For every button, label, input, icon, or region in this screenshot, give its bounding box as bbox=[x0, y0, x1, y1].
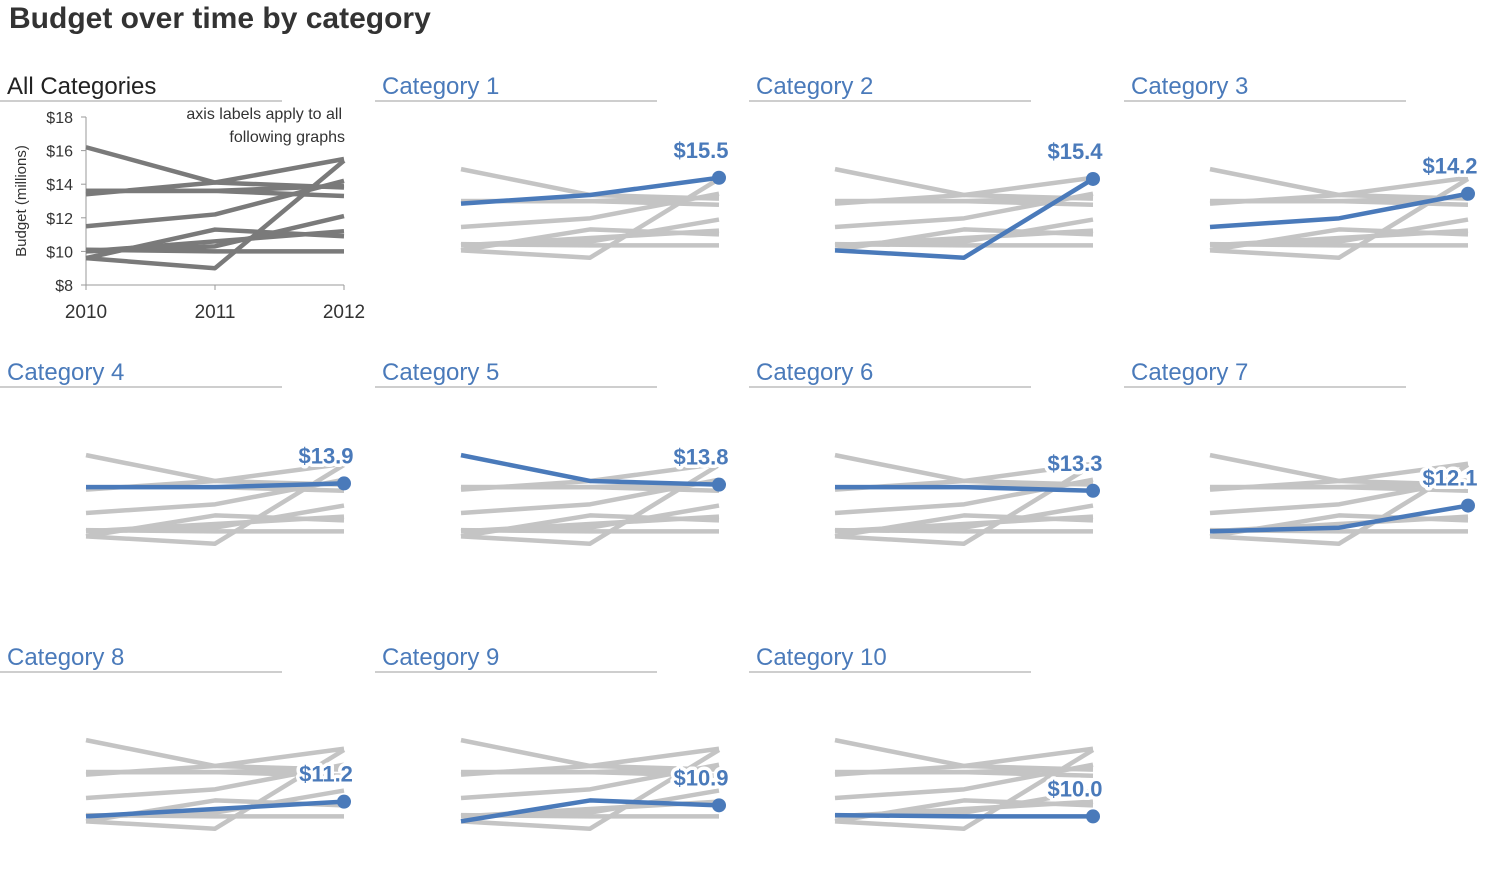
panel-title: Category 1 bbox=[382, 73, 499, 100]
context-series-line bbox=[460, 737, 720, 772]
context-series-line bbox=[460, 241, 719, 248]
y-tick-label: $16 bbox=[46, 144, 73, 161]
overview-title: All Categories bbox=[7, 73, 156, 100]
endpoint-value-label: $14.2 bbox=[1422, 154, 1477, 179]
overview-series-line bbox=[85, 227, 345, 261]
endpoint-marker bbox=[1461, 498, 1475, 513]
panel-title: Category 8 bbox=[7, 644, 124, 671]
category-panel: Category 9 $10.9 bbox=[375, 644, 732, 831]
endpoint-marker bbox=[337, 476, 351, 491]
category-panel: Category 6 $13.3 bbox=[749, 359, 1106, 546]
highlight-series-line bbox=[834, 812, 1093, 819]
context-series-line bbox=[460, 527, 719, 534]
overview-series-line bbox=[85, 145, 345, 190]
context-series-line bbox=[1210, 484, 1469, 494]
highlight-series-line bbox=[460, 798, 720, 824]
highlight-series-line bbox=[460, 175, 720, 206]
context-series-line bbox=[834, 737, 1094, 772]
endpoint-value-label: $10.0 bbox=[1047, 776, 1102, 801]
highlight-series-line bbox=[460, 452, 720, 487]
category-panel: Category 2 $15.4 bbox=[749, 73, 1107, 260]
y-tick-label: $8 bbox=[55, 278, 73, 295]
endpoint-value-label: $15.5 bbox=[673, 138, 728, 163]
endpoint-value-label: $15.4 bbox=[1047, 139, 1103, 164]
context-series-line bbox=[1209, 241, 1468, 248]
context-series-line bbox=[85, 527, 344, 534]
panel-title: Category 2 bbox=[756, 73, 873, 100]
context-series-line bbox=[834, 527, 1093, 534]
panel-title: Category 5 bbox=[382, 359, 499, 386]
y-tick-label: $18 bbox=[46, 110, 73, 127]
endpoint-value-label: $10.9 bbox=[673, 765, 728, 790]
category-panel: Category 3 $14.2 bbox=[1124, 73, 1481, 260]
context-series-line bbox=[834, 452, 1094, 487]
endpoint-marker bbox=[712, 477, 726, 492]
category-panel: Category 8 $11.2 bbox=[0, 644, 356, 831]
context-series-line bbox=[85, 737, 345, 772]
axis-note-line1: axis labels apply to all bbox=[186, 106, 342, 123]
panel-title: Category 6 bbox=[756, 359, 873, 386]
page-title: Budget over time by category bbox=[9, 2, 431, 35]
overview-series-line bbox=[85, 247, 344, 254]
category-panel: Category 10 $10.0 bbox=[749, 644, 1106, 831]
endpoint-marker bbox=[712, 170, 726, 185]
panel-title: Category 3 bbox=[1131, 73, 1248, 100]
overview-series-line bbox=[86, 188, 345, 199]
overview-panel: All Categories $18 $16 $14 $12 $10 $8 2010 2011 2… bbox=[0, 73, 365, 323]
endpoint-value-label: $13.9 bbox=[298, 443, 353, 468]
endpoint-marker bbox=[1086, 483, 1100, 498]
endpoint-marker bbox=[1086, 171, 1100, 186]
context-series-line bbox=[835, 769, 1094, 779]
category-panel: Category 1 $15.5 bbox=[375, 73, 732, 260]
highlight-series-line bbox=[85, 799, 345, 819]
highlight-series-line bbox=[1209, 191, 1469, 230]
y-axis-label: Budget (millions) bbox=[13, 145, 30, 257]
endpoint-marker bbox=[712, 798, 726, 813]
y-tick-label: $14 bbox=[46, 177, 73, 194]
endpoint-marker bbox=[1086, 809, 1100, 824]
context-series-line bbox=[1209, 166, 1469, 201]
endpoint-marker bbox=[337, 794, 351, 809]
category-panel: Category 4 $13.9 bbox=[0, 359, 357, 546]
x-tick-label: 2011 bbox=[195, 302, 236, 323]
highlight-series-line bbox=[834, 177, 1095, 260]
y-tick-label: $12 bbox=[46, 211, 73, 228]
category-panel: Category 7 $12.1 bbox=[1124, 359, 1481, 546]
axis-note-line2: following graphs bbox=[229, 129, 345, 146]
context-series-line bbox=[1209, 452, 1469, 487]
context-series-line bbox=[834, 241, 1093, 248]
endpoint-value-label: $12.1 bbox=[1422, 466, 1477, 491]
endpoint-marker bbox=[1461, 186, 1475, 201]
endpoint-value-label: $11.2 bbox=[299, 762, 353, 787]
panel-title: Category 10 bbox=[756, 644, 887, 671]
endpoint-value-label: $13.3 bbox=[1047, 451, 1102, 476]
y-tick-label: $10 bbox=[46, 244, 73, 261]
panel-title: Category 9 bbox=[382, 644, 499, 671]
category-panel: Category 5 $13.8 bbox=[375, 359, 732, 546]
context-series-line bbox=[86, 769, 345, 779]
endpoint-value-label: $13.8 bbox=[673, 445, 728, 470]
highlight-series-line bbox=[1209, 503, 1469, 534]
x-tick-label: 2010 bbox=[65, 302, 107, 323]
context-series-line bbox=[461, 769, 720, 779]
context-series-line bbox=[834, 166, 1094, 201]
panel-title: Category 4 bbox=[7, 359, 124, 386]
panel-title: Category 7 bbox=[1131, 359, 1248, 386]
x-tick-label: 2012 bbox=[323, 302, 365, 323]
highlight-series-line bbox=[835, 484, 1094, 494]
context-series-line bbox=[461, 484, 720, 494]
highlight-series-line bbox=[86, 481, 345, 490]
